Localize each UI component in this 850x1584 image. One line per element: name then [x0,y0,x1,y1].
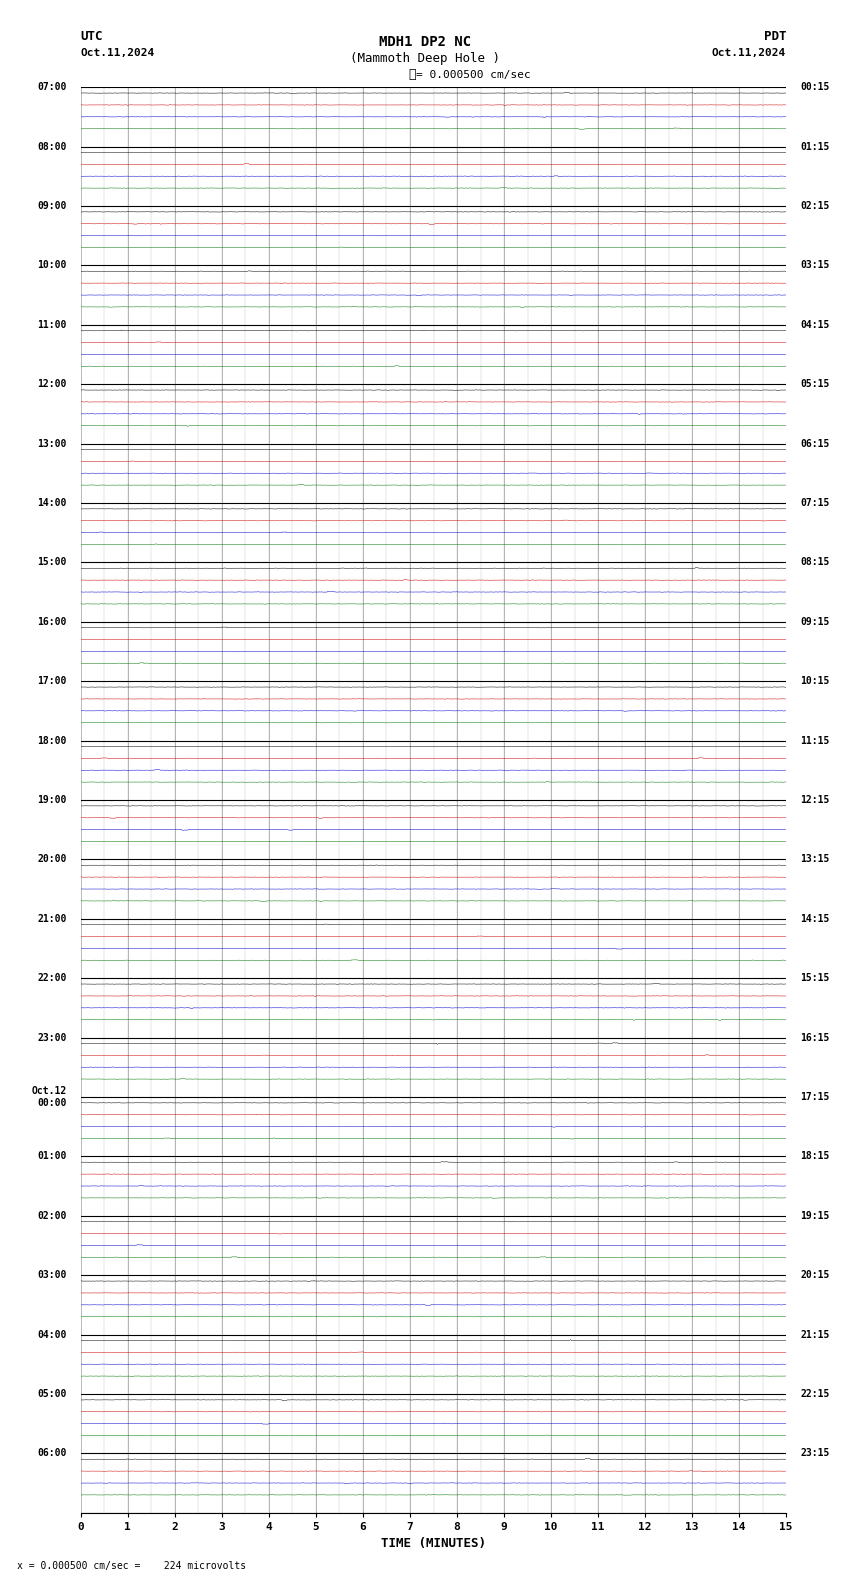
Text: 03:15: 03:15 [801,260,830,271]
Text: 13:15: 13:15 [801,854,830,865]
Text: 22:15: 22:15 [801,1389,830,1399]
Text: 10:00: 10:00 [37,260,66,271]
Text: 09:15: 09:15 [801,616,830,627]
Text: 04:00: 04:00 [37,1329,66,1340]
Text: 03:00: 03:00 [37,1270,66,1280]
Text: 14:15: 14:15 [801,914,830,923]
Text: ⎴: ⎴ [408,68,416,81]
Text: 20:15: 20:15 [801,1270,830,1280]
Text: 07:00: 07:00 [37,82,66,92]
Text: 10:15: 10:15 [801,676,830,686]
Text: (Mammoth Deep Hole ): (Mammoth Deep Hole ) [350,52,500,65]
Text: MDH1 DP2 NC: MDH1 DP2 NC [379,35,471,49]
Text: 06:00: 06:00 [37,1448,66,1459]
Text: 14:00: 14:00 [37,497,66,508]
Text: 22:00: 22:00 [37,973,66,984]
Text: 08:00: 08:00 [37,141,66,152]
Text: Oct.12
00:00: Oct.12 00:00 [31,1087,66,1107]
Text: 17:15: 17:15 [801,1091,830,1102]
Text: PDT: PDT [764,30,786,43]
Text: 16:15: 16:15 [801,1033,830,1042]
Text: 19:00: 19:00 [37,795,66,805]
Text: 06:15: 06:15 [801,439,830,448]
Text: 01:15: 01:15 [801,141,830,152]
Text: 02:00: 02:00 [37,1210,66,1221]
Text: 07:15: 07:15 [801,497,830,508]
Text: 11:00: 11:00 [37,320,66,329]
Text: 23:00: 23:00 [37,1033,66,1042]
Text: 04:15: 04:15 [801,320,830,329]
Text: 00:15: 00:15 [801,82,830,92]
Text: 18:00: 18:00 [37,735,66,746]
Text: 16:00: 16:00 [37,616,66,627]
Text: 20:00: 20:00 [37,854,66,865]
Text: 15:00: 15:00 [37,558,66,567]
Text: 02:15: 02:15 [801,201,830,211]
X-axis label: TIME (MINUTES): TIME (MINUTES) [381,1538,486,1551]
Text: 12:15: 12:15 [801,795,830,805]
Text: 19:15: 19:15 [801,1210,830,1221]
Text: Oct.11,2024: Oct.11,2024 [712,48,786,57]
Text: UTC: UTC [81,30,103,43]
Text: 05:00: 05:00 [37,1389,66,1399]
Text: 18:15: 18:15 [801,1152,830,1161]
Text: 09:00: 09:00 [37,201,66,211]
Text: 01:00: 01:00 [37,1152,66,1161]
Text: 12:00: 12:00 [37,379,66,390]
Text: 08:15: 08:15 [801,558,830,567]
Text: 23:15: 23:15 [801,1448,830,1459]
Text: 21:15: 21:15 [801,1329,830,1340]
Text: 17:00: 17:00 [37,676,66,686]
Text: Oct.11,2024: Oct.11,2024 [81,48,155,57]
Text: 11:15: 11:15 [801,735,830,746]
Text: 21:00: 21:00 [37,914,66,923]
Text: 05:15: 05:15 [801,379,830,390]
Text: x = 0.000500 cm/sec =    224 microvolts: x = 0.000500 cm/sec = 224 microvolts [17,1562,246,1571]
Text: = 0.000500 cm/sec: = 0.000500 cm/sec [416,70,531,79]
Text: 15:15: 15:15 [801,973,830,984]
Text: 13:00: 13:00 [37,439,66,448]
